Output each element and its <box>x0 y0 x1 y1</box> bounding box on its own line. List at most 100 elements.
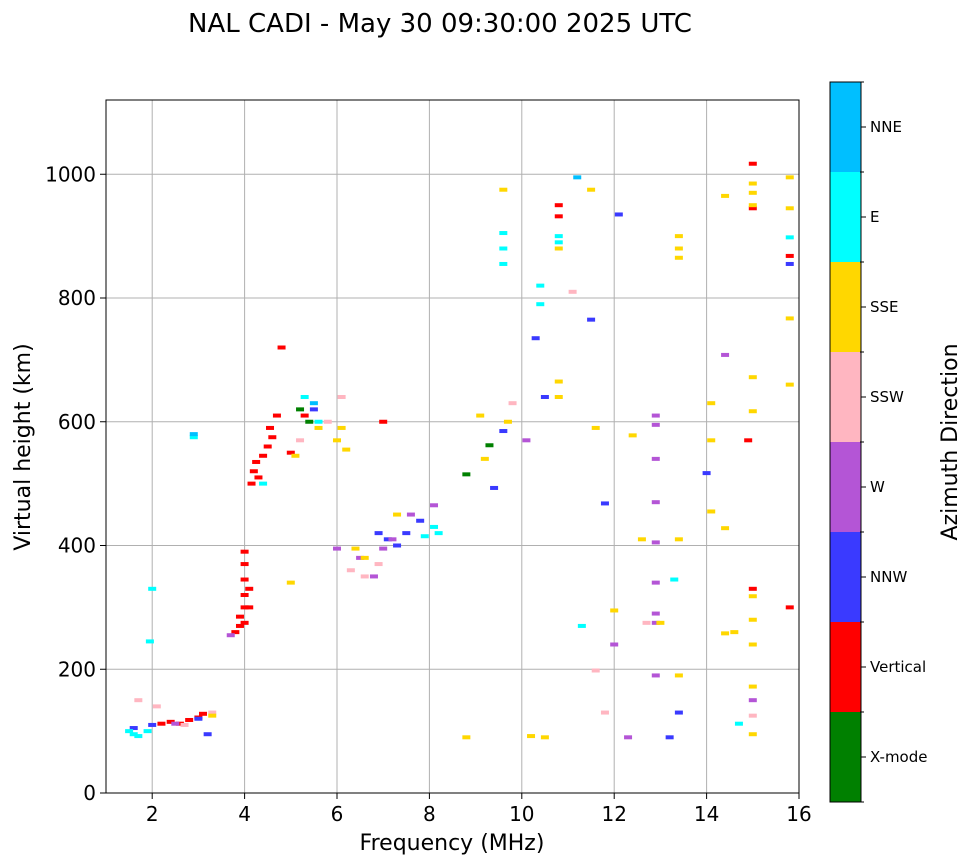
data-point-vertical <box>175 721 184 726</box>
colorbar-segment-x-mode <box>830 712 861 802</box>
data-point-sse <box>730 630 739 635</box>
data-point-sse <box>554 395 563 399</box>
data-point-sse <box>554 379 563 384</box>
data-point-e <box>499 231 508 236</box>
data-point-nnw <box>203 732 212 737</box>
data-point-nnw <box>600 501 609 506</box>
y-tick-label: 400 <box>58 534 96 558</box>
data-point-e <box>430 524 439 529</box>
data-point-e <box>134 734 143 739</box>
data-point-vertical <box>785 253 794 258</box>
data-point-nnw <box>674 710 683 715</box>
data-point-sse <box>587 187 596 192</box>
data-point-ssw <box>346 568 355 573</box>
data-point-x-mode <box>305 419 314 424</box>
y-tick-label: 200 <box>58 657 96 681</box>
data-point-sse <box>591 425 600 430</box>
data-point-w <box>171 721 180 726</box>
data-point-sse <box>721 193 730 198</box>
data-point-w <box>379 546 388 551</box>
data-point-w <box>651 500 660 505</box>
data-point-sse <box>748 617 757 622</box>
data-point-nne <box>189 432 198 437</box>
x-axis-ticks: 2 4 6 8 10 12 14 16 <box>146 793 812 826</box>
data-point-sse <box>748 642 757 647</box>
data-point-ssw <box>600 710 609 715</box>
data-point-w <box>651 611 660 616</box>
data-point-vertical <box>554 203 563 208</box>
data-point-w <box>651 413 660 418</box>
data-point-nnw <box>587 317 596 322</box>
data-point-w <box>333 546 341 551</box>
data-point-sse <box>503 419 512 424</box>
data-point-x-mode <box>462 472 471 477</box>
data-point-sse <box>785 206 794 211</box>
data-point-sse <box>674 673 683 678</box>
data-point-vertical <box>266 425 275 430</box>
data-point-vertical <box>748 586 757 591</box>
data-point-vertical <box>268 435 277 440</box>
data-point-vertical <box>240 577 249 582</box>
data-point-nnw <box>402 531 411 536</box>
data-point-e <box>536 302 545 307</box>
data-point-vertical <box>254 475 263 480</box>
data-point-ssw <box>208 710 217 715</box>
data-point-vertical <box>748 206 757 211</box>
data-point-e <box>434 531 443 536</box>
data-point-sse <box>674 246 683 251</box>
data-point-ssw <box>642 620 651 625</box>
x-tick-label: 4 <box>238 802 251 826</box>
data-point-ssw <box>296 438 305 443</box>
data-point-nnw <box>129 726 138 731</box>
data-point-sse <box>748 684 757 689</box>
data-point-sse <box>462 735 471 740</box>
data-point-vertical <box>748 161 757 166</box>
data-point-sse <box>208 713 217 718</box>
data-point-nnw <box>309 407 318 412</box>
data-point-ssw <box>360 574 369 579</box>
data-point-sse <box>785 175 794 180</box>
data-point-w <box>651 540 660 545</box>
colorbar-tick-label: NNE <box>870 118 902 136</box>
data-point-sse <box>748 181 757 186</box>
colorbar-segment-ssw <box>830 352 861 442</box>
colorbar-tick-label: SSE <box>870 298 899 316</box>
data-point-vertical <box>272 413 281 418</box>
data-point-e <box>259 481 268 486</box>
data-point-sse <box>554 246 563 251</box>
data-point-vertical <box>235 623 244 628</box>
y-tick-label: 1000 <box>45 162 96 186</box>
x-tick-label: 8 <box>423 802 436 826</box>
y-tick-label: 0 <box>83 781 96 805</box>
colorbar-tick-label: E <box>870 208 879 226</box>
data-point-sse <box>286 580 295 585</box>
data-point-sse <box>721 631 730 636</box>
x-axis-label: Frequency (MHz) <box>360 831 545 856</box>
data-point-vertical <box>744 438 753 443</box>
colorbar: X-mode Vertical NNW W SSW SSE E NNE <box>829 81 927 803</box>
data-point-vertical <box>263 444 272 449</box>
data-point-w <box>388 537 397 542</box>
data-point-e <box>577 623 586 628</box>
data-point-w <box>430 503 439 508</box>
y-tick-label: 800 <box>58 286 96 310</box>
data-point-sse <box>674 255 683 260</box>
data-point-ssw <box>134 698 143 703</box>
data-point-vertical <box>277 345 286 350</box>
data-point-vertical <box>379 419 388 424</box>
data-point-sse <box>707 401 716 406</box>
data-point-e <box>145 639 154 644</box>
data-point-nnw <box>393 543 402 548</box>
data-point-w <box>406 512 415 517</box>
colorbar-tick-label: NNW <box>870 568 907 586</box>
data-point-e <box>300 395 309 399</box>
data-point-ssw <box>374 562 383 567</box>
data-point-w <box>651 580 660 585</box>
data-point-w <box>369 574 378 579</box>
y-tick-label: 600 <box>58 410 96 434</box>
data-point-e <box>785 235 794 240</box>
data-point-vertical <box>240 562 249 567</box>
data-point-sse <box>476 413 485 418</box>
data-point-vertical <box>245 605 254 610</box>
